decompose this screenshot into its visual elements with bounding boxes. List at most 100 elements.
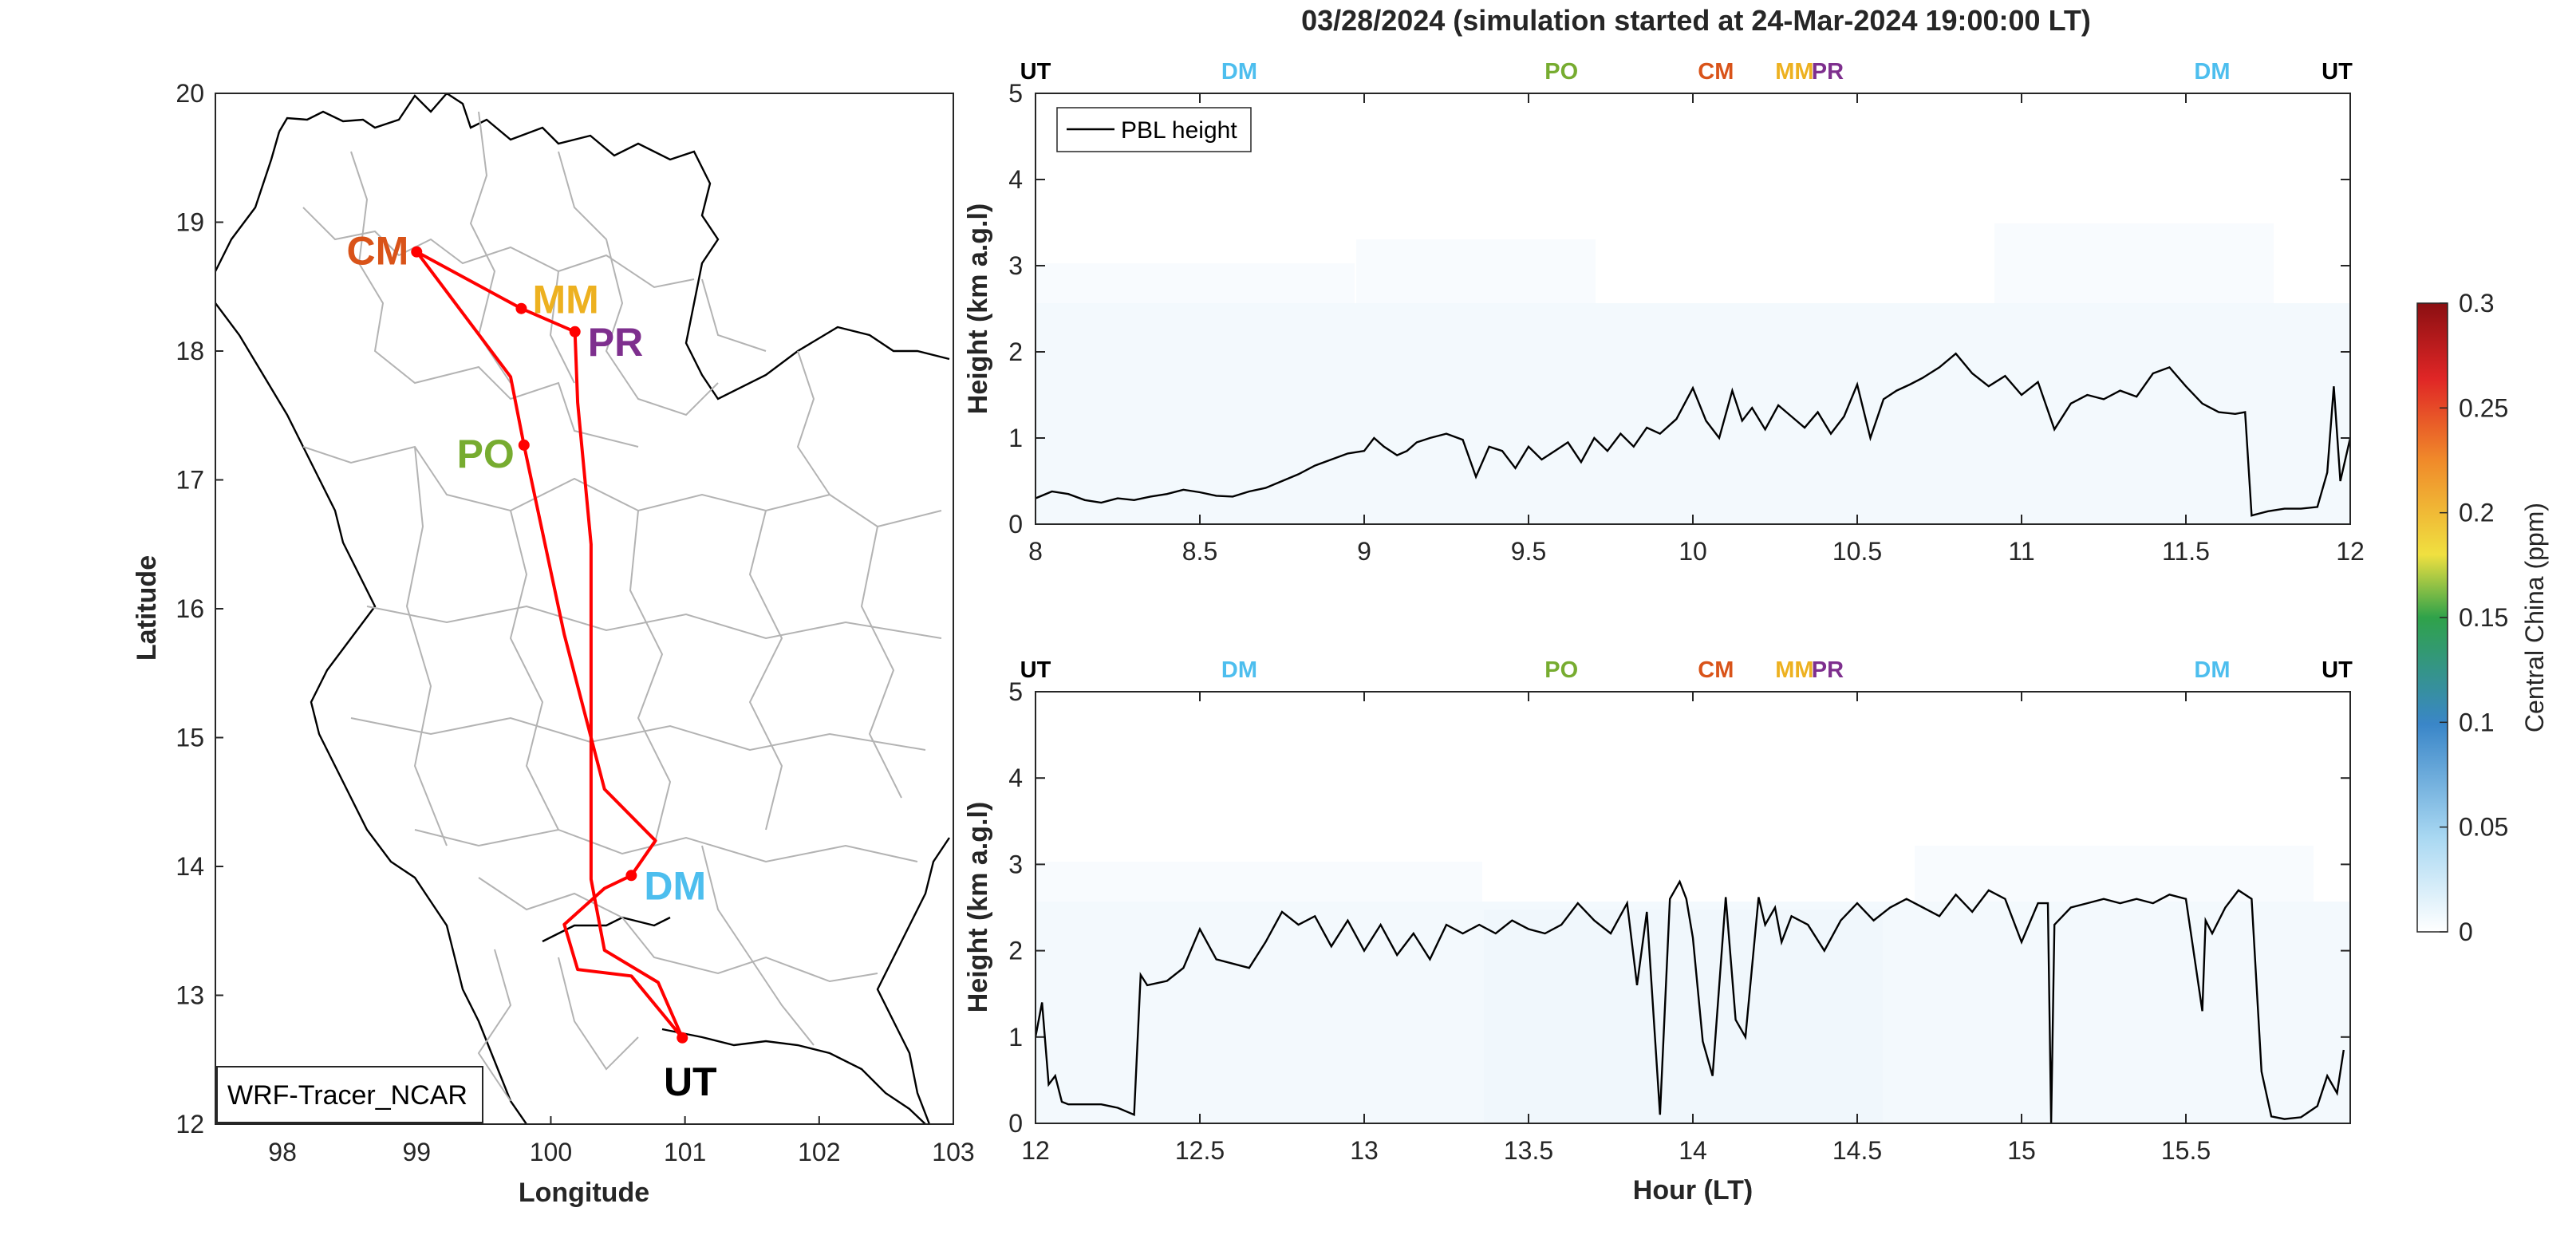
map-xlabel: Longitude — [519, 1178, 649, 1208]
bottom-xlabel: Hour (LT) — [1633, 1175, 1753, 1206]
ytick-label: 5 — [1008, 79, 1023, 108]
map-ytick-label: 12 — [176, 1110, 204, 1138]
map-xtick-label: 101 — [664, 1138, 706, 1166]
source-label: WRF-Tracer_NCAR — [227, 1080, 467, 1111]
ytick-label: 0 — [1008, 1109, 1023, 1138]
country-border-west — [215, 302, 527, 1124]
map-xtick-label: 98 — [268, 1138, 297, 1166]
bottom-pbl-line — [1036, 879, 2345, 1123]
colorbar-tick-label: 0.05 — [2459, 813, 2508, 842]
site-marker-label-dm: DM — [1221, 59, 1257, 85]
xtick-label: 14.5 — [1832, 1136, 1882, 1165]
ytick-label: 5 — [1008, 677, 1023, 706]
map-xtick-label: 103 — [932, 1138, 974, 1166]
xtick-label: 12.5 — [1175, 1136, 1225, 1165]
map-xtick-label: 102 — [798, 1138, 840, 1166]
site-label-ut: UT — [664, 1060, 717, 1104]
ytick-label: 2 — [1008, 937, 1023, 965]
xtick-label: 15 — [2007, 1136, 2036, 1165]
ytick-label: 3 — [1008, 251, 1023, 280]
site-marker-label-mm: MM — [1775, 59, 1813, 85]
ytick-label: 3 — [1008, 850, 1023, 878]
country-border-southeast — [876, 837, 950, 1124]
xtick-label: 11.5 — [2162, 537, 2210, 566]
country-border-north — [278, 93, 950, 401]
site-label-cm: CM — [347, 229, 409, 274]
flight-route-line — [415, 250, 684, 1040]
site-marker-label-mm: MM — [1775, 657, 1813, 683]
site-marker-dm — [625, 870, 637, 882]
site-marker-label-pr: PR — [1812, 59, 1844, 85]
xtick-label: 9.5 — [1511, 537, 1546, 566]
top-ylabel: Height (km a.g.l) — [963, 203, 993, 414]
colorbar-label: Central China (ppm) — [2520, 503, 2549, 732]
site-label-pr: PR — [588, 320, 643, 365]
ytick-label: 0 — [1008, 510, 1023, 539]
colorbar-tick-label: 0.25 — [2459, 393, 2508, 422]
site-label-dm: DM — [644, 863, 706, 908]
coast-east — [661, 1028, 926, 1124]
map-boundaries — [215, 93, 950, 1124]
xtick-label: 13.5 — [1504, 1136, 1553, 1165]
site-marker-label-cm: CM — [1698, 657, 1734, 683]
site-marker-label-dm: DM — [1221, 657, 1257, 683]
site-marker-mm — [515, 302, 527, 314]
figure-title: 03/28/2024 (simulation started at 24-Mar… — [1301, 4, 2091, 37]
map-xtick-label: 99 — [402, 1138, 431, 1166]
map-ytick-label: 17 — [176, 466, 204, 495]
colorbar-tick-label: 0.3 — [2459, 289, 2494, 318]
top-tracer-shading — [1036, 223, 2350, 524]
site-marker-label-ut: UT — [1020, 59, 1051, 85]
ytick-label: 4 — [1008, 165, 1023, 194]
bottom-ylabel: Height (km a.g.l) — [963, 802, 993, 1012]
site-marker-label-pr: PR — [1812, 657, 1844, 683]
site-marker-ut — [677, 1032, 688, 1044]
map-ytick-label: 20 — [176, 79, 204, 108]
site-marker-label-cm: CM — [1698, 59, 1734, 85]
map-ytick-label: 13 — [176, 981, 204, 1010]
bottom-axes-box — [1035, 691, 2351, 1124]
gulf-coast — [542, 916, 671, 943]
site-marker-label-po: PO — [1544, 657, 1578, 683]
site-marker-label-ut: UT — [2322, 59, 2353, 85]
site-label-po: PO — [457, 432, 515, 476]
site-marker-label-ut: UT — [2322, 657, 2353, 683]
legend-label: PBL height — [1121, 117, 1237, 144]
xtick-label: 11 — [2008, 537, 2034, 566]
xtick-label: 10.5 — [1832, 537, 1882, 566]
map-route — [415, 250, 684, 1040]
ytick-label: 1 — [1008, 1023, 1023, 1052]
top-axes-box — [1035, 93, 2351, 525]
colorbar-tick-label: 0.1 — [2459, 708, 2494, 736]
source-label-box — [216, 1066, 483, 1123]
xtick-label: 12 — [1021, 1136, 1050, 1165]
xtick-label: 14 — [1679, 1136, 1707, 1165]
pbl-legend: PBL height — [1056, 107, 1252, 152]
colorbar-ticks: 0 0.05 0.1 0.15 0.2 0.25 0.3 — [2440, 289, 2508, 946]
map-ytick-label: 14 — [176, 852, 204, 881]
site-marker-po — [518, 439, 530, 451]
xtick-label: 9 — [1357, 537, 1371, 566]
xtick-label: 8.5 — [1182, 537, 1217, 566]
map-xtick-label: 100 — [530, 1138, 572, 1166]
xtick-label: 13 — [1350, 1136, 1379, 1165]
province-boundaries — [302, 111, 942, 1102]
ytick-label: 1 — [1008, 424, 1023, 452]
top-pbl-line — [1036, 352, 2350, 517]
site-marker-label-dm: DM — [2194, 657, 2230, 683]
map-ytick-label: 16 — [176, 594, 204, 623]
map-ytick-label: 15 — [176, 724, 204, 752]
xtick-label: 15.5 — [2161, 1136, 2211, 1165]
site-label-mm: MM — [532, 278, 598, 322]
xtick-label: 12 — [2336, 537, 2365, 566]
colorbar-tick-label: 0.15 — [2459, 603, 2508, 632]
ytick-label: 4 — [1008, 764, 1023, 792]
